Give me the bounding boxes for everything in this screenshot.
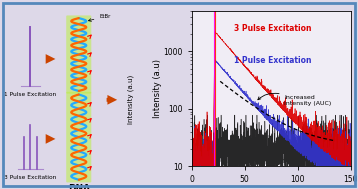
Text: EtBr: EtBr [88,14,111,21]
Y-axis label: Intensity (a.u): Intensity (a.u) [153,59,162,118]
Text: DNA: DNA [68,184,90,189]
Text: 3 Pulse Excitation: 3 Pulse Excitation [4,175,57,180]
Text: 1 Pulse Excitation: 1 Pulse Excitation [4,92,57,97]
FancyBboxPatch shape [66,92,91,182]
Text: Increased
intensity (AUC): Increased intensity (AUC) [284,95,331,106]
Text: 3 Pulse Excitation: 3 Pulse Excitation [234,24,311,33]
FancyBboxPatch shape [66,15,91,94]
Text: 1 Pulse Excitation: 1 Pulse Excitation [234,56,311,65]
Text: Intensity (a.u): Intensity (a.u) [127,75,134,124]
